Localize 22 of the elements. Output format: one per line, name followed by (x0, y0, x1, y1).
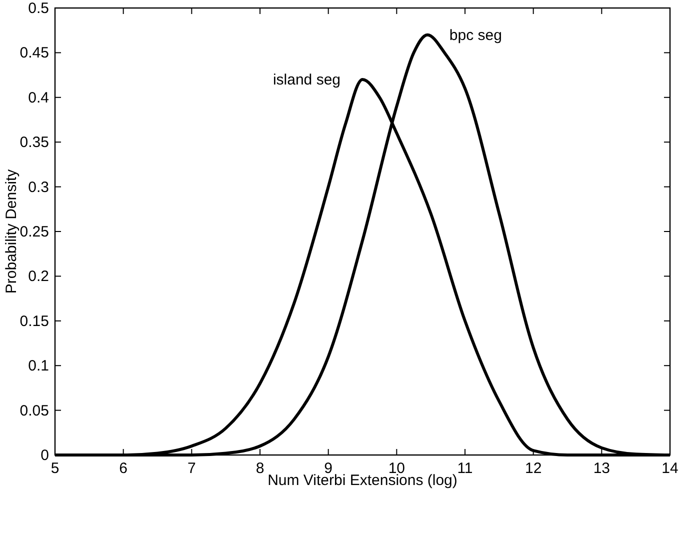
x-tick-label: 7 (187, 460, 196, 477)
y-tick-label: 0.2 (28, 268, 49, 286)
y-tick-label: 0.25 (20, 224, 49, 240)
x-tick-label: 5 (50, 460, 60, 477)
legend-label: bpc seg (449, 26, 502, 44)
y-tick-label: 0.15 (20, 312, 49, 330)
y-tick-label: 0.45 (20, 44, 49, 62)
x-tick-label: 11 (457, 460, 473, 477)
x-tick-label: 8 (256, 460, 264, 477)
y-tick-label: 0.1 (28, 358, 49, 375)
x-tick-label: 6 (119, 460, 128, 477)
y-axis-title: Probability Density (3, 168, 20, 294)
y-tick-label: 0 (40, 447, 49, 464)
y-tick-label: 0.4 (28, 89, 49, 106)
y-tick-label: 0.05 (20, 402, 49, 420)
series-label: island seg (272, 72, 340, 89)
y-tick-label: 0.3 (28, 178, 49, 196)
x-tick-label: 12 (524, 460, 542, 477)
x-tick-label: 14 (662, 460, 678, 477)
y-tick-label: 0.35 (20, 134, 49, 152)
x-tick-label: 13 (593, 460, 610, 477)
y-tick-label: 0.5 (28, 0, 49, 17)
